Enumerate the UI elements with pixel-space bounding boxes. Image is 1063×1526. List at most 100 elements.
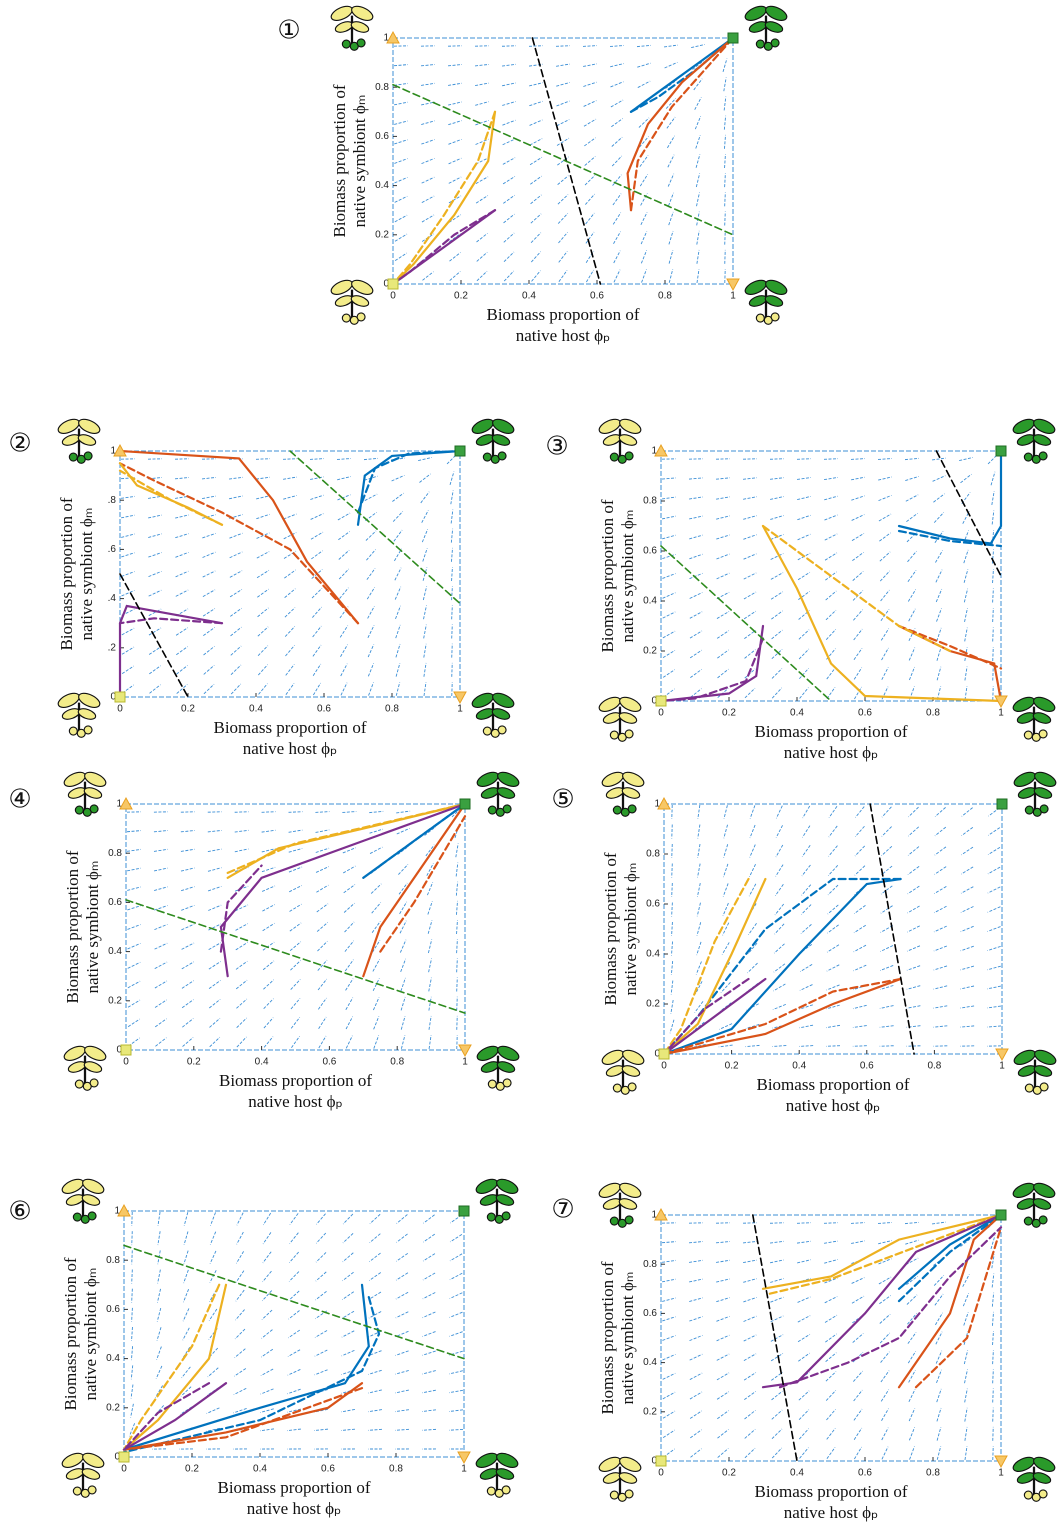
trajectory xyxy=(362,802,467,978)
quiver-arrow xyxy=(774,884,784,896)
quiver-arrow xyxy=(671,921,673,937)
quiver-arrow xyxy=(425,844,435,857)
quiver-arrow xyxy=(256,476,270,480)
quiver-arrow xyxy=(964,686,968,700)
quiver-arrow xyxy=(449,252,461,262)
x-tick-label: 0.8 xyxy=(926,708,940,719)
quiver-arrow xyxy=(933,1005,948,1009)
quiver-arrow xyxy=(797,495,811,501)
quiver-arrow xyxy=(695,135,701,149)
quiver-arrow xyxy=(423,643,427,658)
quiver-arrow xyxy=(907,589,917,602)
plot-frame xyxy=(663,803,1003,1055)
quiver-arrow xyxy=(853,1427,863,1440)
quiver-arrow xyxy=(964,1446,968,1460)
y-axis-label: native symbiont ϕₘ xyxy=(618,510,637,643)
quiver-arrow xyxy=(448,157,462,165)
quiver-arrow xyxy=(428,1035,432,1049)
trajectory xyxy=(662,877,750,1056)
quiver-arrow xyxy=(801,884,812,896)
quiver-arrow xyxy=(288,829,303,833)
quiver-arrow xyxy=(476,251,488,262)
quiver-arrow xyxy=(121,665,135,675)
quiver-arrow xyxy=(992,607,994,623)
quiver-arrow xyxy=(935,1312,943,1326)
quiver-arrow xyxy=(394,158,408,164)
quiver-arrow xyxy=(934,886,947,894)
quiver-arrow xyxy=(176,665,188,675)
quiver-arrow xyxy=(668,211,674,226)
y-axis-label: native symbiont ϕₘ xyxy=(83,861,102,994)
quiver-arrow xyxy=(235,1309,245,1321)
quiver-arrow xyxy=(744,1409,756,1420)
x-tick-label: 0.4 xyxy=(522,291,536,302)
quiver-arrow xyxy=(690,688,702,698)
quiver-arrow xyxy=(399,939,407,953)
quiver-arrow xyxy=(723,115,727,130)
trajectory xyxy=(662,977,902,1056)
quiver-arrow xyxy=(421,529,429,543)
quiver-arrow xyxy=(422,586,428,601)
quiver-arrow xyxy=(422,271,434,281)
quiver-arrow xyxy=(854,686,862,700)
quiver-arrow xyxy=(209,1270,217,1283)
panel: ④ 0 0.2 0.4 0.6 0.8 1 0 0.2 0.4 0.6 0.8 1 Biomass pro… xyxy=(8,768,521,1111)
marker-triangle xyxy=(654,1207,668,1221)
quiver-arrow xyxy=(906,1275,918,1286)
quiver-arrow xyxy=(668,230,674,245)
x-axis-label: native host ϕₚ xyxy=(784,743,879,762)
quiver-arrow xyxy=(662,1335,676,1341)
quiver-arrow xyxy=(396,810,411,814)
quiver-arrow xyxy=(476,270,488,282)
y-tick-label: 0.6 xyxy=(375,131,389,142)
quiver-arrow xyxy=(230,683,242,695)
quiver-arrow xyxy=(284,626,296,637)
quiver-arrow xyxy=(748,883,757,897)
quiver-arrow xyxy=(639,136,649,148)
quiver-arrow xyxy=(716,630,730,639)
quiver-arrow xyxy=(696,941,702,956)
quiver-arrow xyxy=(127,848,141,852)
quiver-arrow xyxy=(992,627,994,642)
quiver-arrow xyxy=(257,607,269,618)
quiver-arrow xyxy=(992,1369,994,1384)
quiver-arrow xyxy=(181,904,195,911)
quiver-arrow xyxy=(797,1296,811,1303)
quiver-arrow xyxy=(723,844,729,858)
trajectory xyxy=(660,545,832,702)
quiver-arrow xyxy=(149,665,161,675)
quiver-arrow xyxy=(771,648,783,660)
quiver-arrow xyxy=(724,192,726,207)
quiver-arrow xyxy=(935,550,943,563)
trajectory xyxy=(391,110,497,286)
quiver-arrow xyxy=(851,1295,865,1304)
quiver-arrow xyxy=(392,492,404,502)
quiver-arrow xyxy=(960,985,975,990)
quiver-arrow xyxy=(474,63,490,67)
quiver-arrow xyxy=(666,116,676,129)
y-axis-label: native symbiont ϕₘ xyxy=(618,1272,637,1405)
quiver-arrow xyxy=(934,866,947,875)
quiver-arrow xyxy=(905,1257,919,1265)
quiver-arrow xyxy=(290,1017,301,1029)
quiver-arrow xyxy=(695,173,701,188)
quiver-arrow xyxy=(342,1271,354,1282)
quiver-arrow xyxy=(344,959,354,972)
quiver-arrow xyxy=(747,962,758,974)
quiver-arrow xyxy=(908,608,916,622)
quiver-arrow xyxy=(448,138,462,145)
quiver-arrow xyxy=(209,1036,221,1048)
y-tick-label: 0.2 xyxy=(106,1402,120,1413)
quiver-arrow xyxy=(529,100,543,107)
quiver-arrow xyxy=(230,645,242,656)
quiver-arrow xyxy=(611,136,623,147)
quiver-arrow xyxy=(771,687,783,699)
quiver-arrow xyxy=(637,80,651,88)
quiver-arrow xyxy=(256,513,270,520)
quiver-arrow xyxy=(853,964,867,972)
quiver-arrow xyxy=(936,1426,942,1441)
quiver-arrow xyxy=(770,1315,784,1323)
quiver-arrow xyxy=(337,476,351,481)
trajectory xyxy=(662,977,750,1056)
quiver-arrow xyxy=(448,176,462,184)
